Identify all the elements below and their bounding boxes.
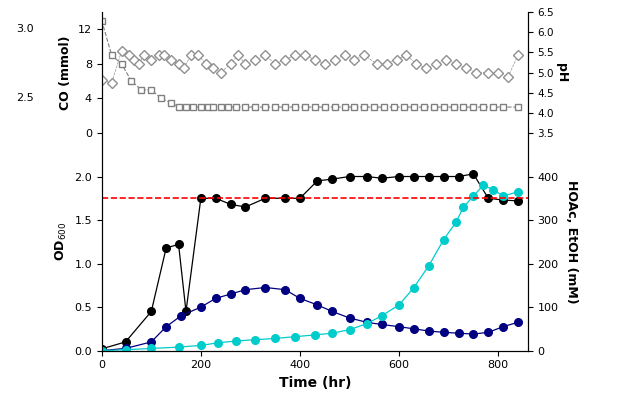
Y-axis label: OD$_{600}$: OD$_{600}$: [53, 222, 69, 262]
Y-axis label: CO (mmol): CO (mmol): [59, 35, 73, 110]
Text: 3.0: 3.0: [16, 24, 34, 34]
X-axis label: Time (hr): Time (hr): [279, 376, 351, 390]
Text: 2.5: 2.5: [16, 93, 34, 104]
Y-axis label: HOAc, EtOH (mM): HOAc, EtOH (mM): [565, 180, 578, 303]
Y-axis label: pH: pH: [555, 63, 568, 82]
